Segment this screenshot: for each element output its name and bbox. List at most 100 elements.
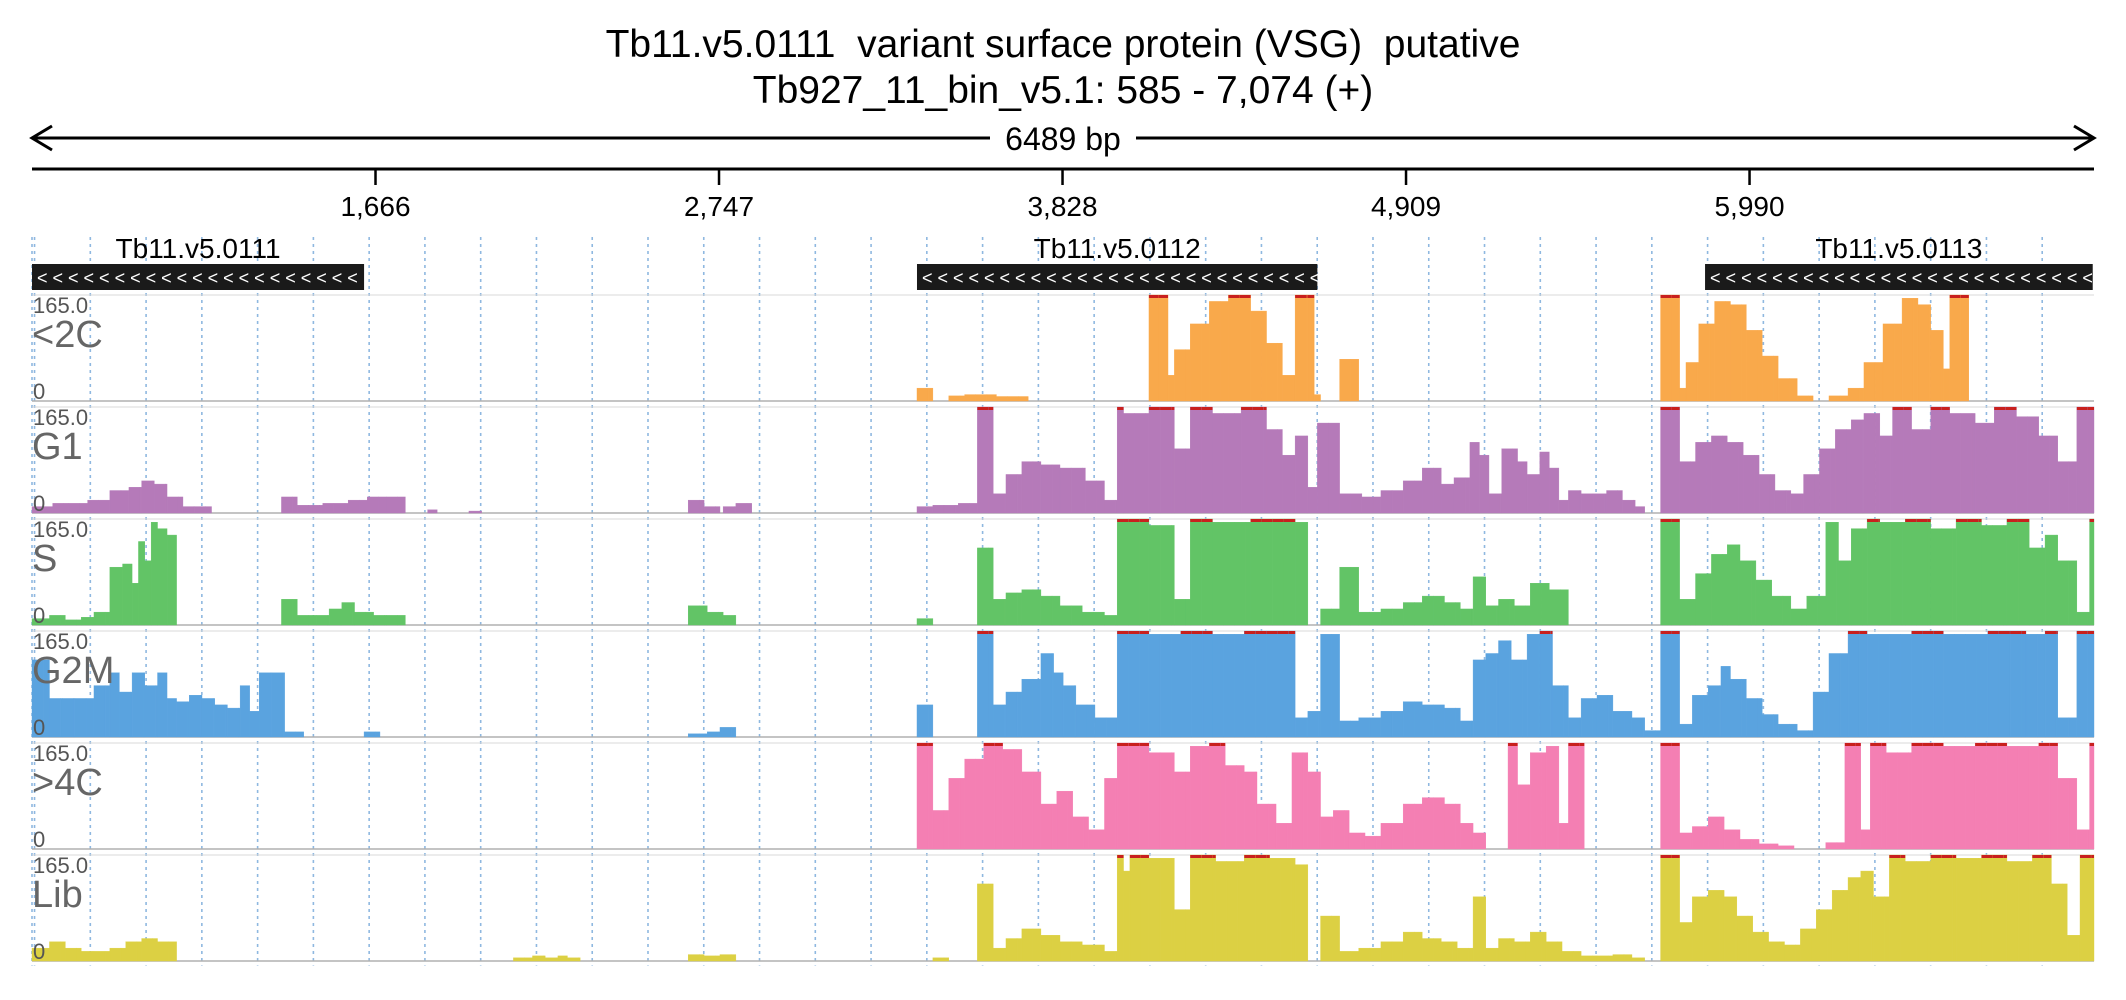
coverage-bar: [734, 506, 737, 514]
clip-marker: [1288, 631, 1296, 634]
coverage-bar: [719, 954, 732, 962]
coverage-bar: [1858, 630, 1868, 738]
coverage-bar: [1739, 560, 1752, 626]
coverage-bar: [1987, 630, 2000, 738]
coverage-bar: [964, 758, 976, 850]
clip-marker: [1922, 631, 1934, 634]
coverage-bar: [1261, 310, 1267, 402]
coverage-bar: [2076, 630, 2089, 738]
coverage-bar: [1771, 595, 1784, 626]
coverage-bar: [1830, 448, 1836, 514]
coverage-bar: [297, 505, 309, 514]
coverage-bar: [1874, 362, 1884, 402]
clip-marker: [1967, 519, 1979, 522]
coverage-bar: [1746, 698, 1758, 738]
clip-marker: [1128, 743, 1140, 746]
coverage-bar: [281, 496, 293, 514]
coverage-bar: [2017, 746, 2030, 850]
coverage-bar: [1350, 951, 1359, 962]
coverage-bar: [1998, 630, 2011, 738]
coverage-bar: [1190, 746, 1202, 850]
coverage-bar: [1777, 845, 1790, 850]
coverage-bar: [1185, 909, 1191, 962]
clip-marker: [1244, 631, 1256, 634]
coverage-bar: [1758, 474, 1771, 514]
coverage-bar: [993, 704, 1005, 738]
coverage-bar: [92, 951, 95, 962]
coverage-bar: [1738, 544, 1741, 626]
coverage-bar: [1642, 957, 1645, 962]
coverage-bar: [128, 487, 141, 514]
coverage-bar: [166, 698, 177, 738]
coverage-bar: [1051, 464, 1061, 514]
coverage-bar: [1266, 630, 1278, 738]
clip-marker: [1568, 743, 1580, 746]
coverage-bar: [1331, 608, 1340, 626]
coverage-bar: [93, 611, 106, 626]
gene-bar: [1705, 264, 2093, 290]
coverage-bar: [87, 499, 99, 514]
coverage-bar: [1735, 829, 1741, 850]
coverage-bar: [1056, 790, 1069, 850]
coverage-bar: [352, 602, 355, 626]
coverage-bar: [1742, 454, 1755, 514]
coverage-bar: [1294, 294, 1307, 402]
clip-marker: [1922, 743, 1934, 746]
coverage-bar: [1040, 653, 1053, 738]
coverage-bar: [2006, 518, 2019, 626]
coverage-bar: [927, 704, 934, 738]
coverage-bar: [1655, 730, 1661, 738]
clip-marker: [1239, 295, 1251, 298]
track-ymax-label: 165.0: [33, 741, 88, 766]
coverage-bar: [1981, 854, 1993, 962]
coverage-bar: [1234, 634, 1245, 738]
coverage-bar: [1244, 630, 1256, 738]
coverage-bar: [954, 505, 959, 514]
coverage-bar: [1240, 406, 1253, 514]
coverage-bar: [1703, 695, 1709, 738]
track-ymax-label: 165.0: [33, 293, 88, 318]
coverage-bar: [2049, 435, 2058, 514]
coverage-bar: [1777, 378, 1790, 402]
coverage-bar: [1245, 522, 1251, 626]
coverage-bar: [715, 506, 721, 514]
coverage-bar: [1223, 522, 1235, 626]
coverage-bar: [1633, 499, 1636, 514]
coverage-bar: [120, 947, 126, 962]
coverage-bar: [1496, 653, 1499, 738]
coverage-bar: [1255, 630, 1267, 738]
coverage-bar: [1212, 634, 1224, 738]
coverage-bar: [1747, 915, 1753, 962]
coverage-bar: [707, 611, 719, 626]
coverage-bar: [1372, 496, 1382, 514]
coverage-bar: [1828, 395, 1841, 402]
span-indicator: 6489 bp: [29, 121, 2097, 157]
coverage-bar: [1757, 330, 1763, 402]
coverage-bar: [1320, 816, 1332, 850]
coverage-bar: [120, 490, 130, 514]
coverage-bar: [281, 599, 293, 626]
coverage-bar: [1067, 790, 1073, 850]
coverage-bar: [1784, 944, 1796, 962]
coverage-bar: [916, 742, 929, 850]
clip-marker: [1992, 855, 2004, 858]
coverage-bar: [2025, 634, 2038, 738]
coverage-bar: [1679, 832, 1691, 850]
coverage-bar: [1847, 877, 1860, 962]
coverage-bar: [687, 605, 700, 626]
coverage-bar: [1971, 413, 1976, 514]
coverage-bar: [2027, 416, 2039, 514]
coverage-bar: [1890, 522, 1903, 626]
coverage-bar: [1369, 947, 1382, 962]
coverage-bar: [176, 701, 188, 738]
clip-marker: [1987, 631, 1999, 634]
coverage-bar: [1016, 938, 1023, 962]
ruler-tick-label: 1,666: [340, 191, 410, 222]
coverage-bar: [1380, 608, 1393, 626]
coverage-bar: [1579, 742, 1585, 850]
coverage-bar: [1159, 752, 1172, 850]
coverage-bar: [1604, 493, 1607, 514]
clip-marker: [1978, 519, 1982, 522]
coverage-bar: [1185, 771, 1191, 850]
coverage-bar: [333, 503, 346, 514]
